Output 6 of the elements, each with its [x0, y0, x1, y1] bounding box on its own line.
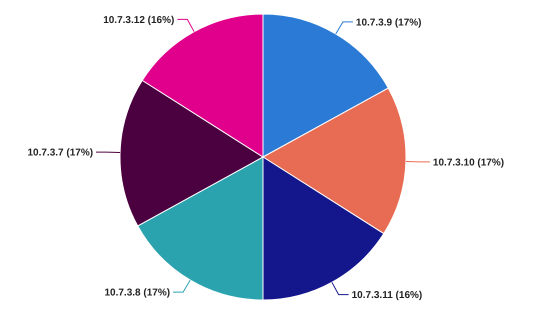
slice-label: 10.7.3.11 (16%)	[352, 290, 422, 302]
slice-label: 10.7.3.12 (16%)	[103, 14, 174, 26]
slice-label: 10.7.3.8 (17%)	[104, 288, 170, 299]
slice-label: 10.7.3.7 (17%)	[27, 148, 94, 159]
slice-label: 10.7.3.9 (17%)	[356, 17, 422, 28]
slice-label: 10.7.3.10 (17%)	[432, 157, 504, 168]
